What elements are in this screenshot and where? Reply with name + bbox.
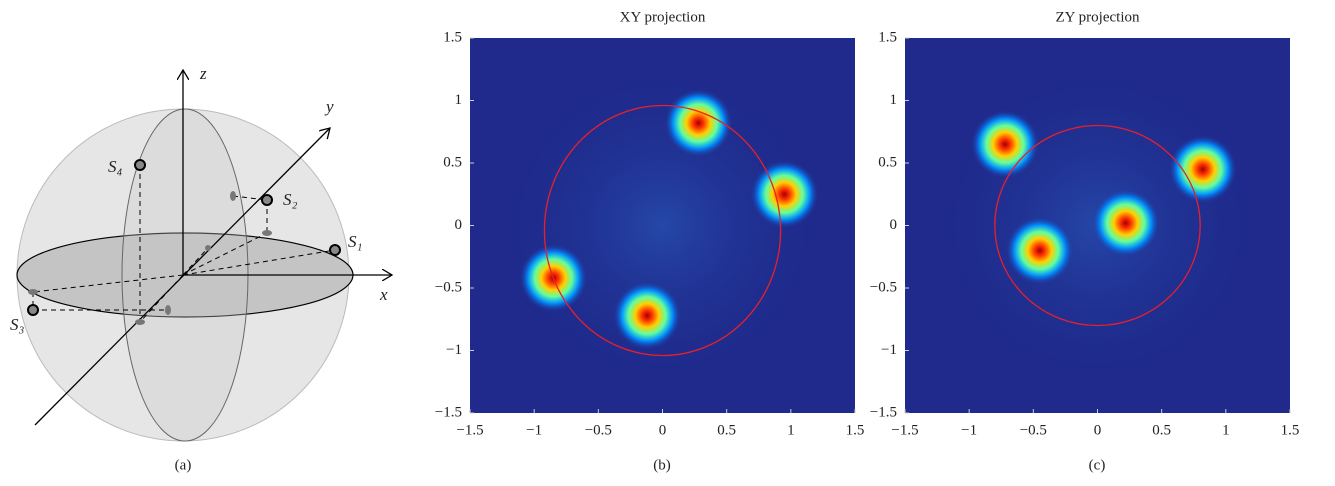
density-cluster (971, 110, 1040, 179)
state-label: S₃ (10, 315, 25, 334)
y-tick-label: −1.5 (435, 404, 462, 420)
y-tick-label: 0 (890, 217, 898, 233)
y-tick-label: 1 (890, 92, 898, 108)
y-tick-label: −1 (446, 342, 462, 358)
caption: (b) (653, 457, 671, 473)
state-label: S₁ (348, 232, 362, 251)
y-tick-label: 0.5 (878, 154, 897, 170)
x-tick-label: 1.5 (846, 422, 865, 438)
y-tick-label: 1 (455, 92, 463, 108)
x-tick-label: −1.5 (456, 422, 483, 438)
x-tick-label: −1.5 (891, 422, 918, 438)
projection-dots (28, 191, 272, 325)
y-axis (34, 128, 330, 426)
state-label: S₂ (283, 190, 298, 209)
x-tick-label: −1 (961, 422, 977, 438)
state-label: S₄ (108, 157, 123, 176)
y-tick-label: −1.5 (870, 404, 897, 420)
density (924, 56, 1271, 395)
x-tick-label: 0.5 (1152, 422, 1171, 438)
x-tick-label: 0 (659, 422, 667, 438)
haze (489, 56, 836, 395)
x-tick-label: −1 (526, 422, 542, 438)
x-tick-label: −0.5 (1020, 422, 1047, 438)
x-tick-label: 0 (1094, 422, 1102, 438)
density-cluster (613, 281, 682, 350)
x-tick-label: −0.5 (585, 422, 612, 438)
axis-label: y (324, 97, 334, 116)
x-tick-label: 1 (1222, 422, 1230, 438)
axis-label: x (379, 285, 388, 304)
density (489, 56, 836, 395)
density-cluster (664, 89, 733, 157)
y-tick-label: 1.5 (443, 29, 462, 45)
axis-label: z (199, 64, 207, 83)
reference-circle (994, 124, 1201, 327)
state-points (27, 159, 341, 316)
y-tick-label: 1.5 (878, 29, 897, 45)
reference-circle (543, 104, 782, 357)
caption: (c) (1089, 457, 1106, 473)
x-tick-label: 1.5 (1281, 422, 1300, 438)
y-tick-label: −0.5 (870, 279, 897, 295)
y-tick-label: −0.5 (435, 279, 462, 295)
x-tick-label: 1 (787, 422, 795, 438)
y-tick-label: 0.5 (443, 154, 462, 170)
x-tick-label: 0.5 (717, 422, 736, 438)
density-cluster (750, 160, 819, 229)
density-cluster (1091, 189, 1160, 257)
chart-title: ZY projection (1055, 9, 1140, 25)
chart-title: XY projection (620, 9, 706, 25)
density-cluster (1168, 135, 1237, 204)
heatmap-panel: −1.5 −1 −0.5 0 0.5 1 1.5 −1.5 −1 −0.5 0 0.5 1 1.5 XY p… (435, 9, 865, 438)
caption: (a) (175, 457, 192, 473)
y-tick-label: −1 (881, 342, 897, 358)
y-tick-label: 0 (455, 217, 463, 233)
bloch-sphere: z y x S₁ S₂ S₃ S₄ (10, 64, 392, 442)
density-cluster (1005, 216, 1074, 285)
heatmap-panel: −1.5 −1 −0.5 0 0.5 1 1.5 −1.5 −1 −0.5 0 0.5 1 1.5 ZY p… (870, 9, 1300, 438)
